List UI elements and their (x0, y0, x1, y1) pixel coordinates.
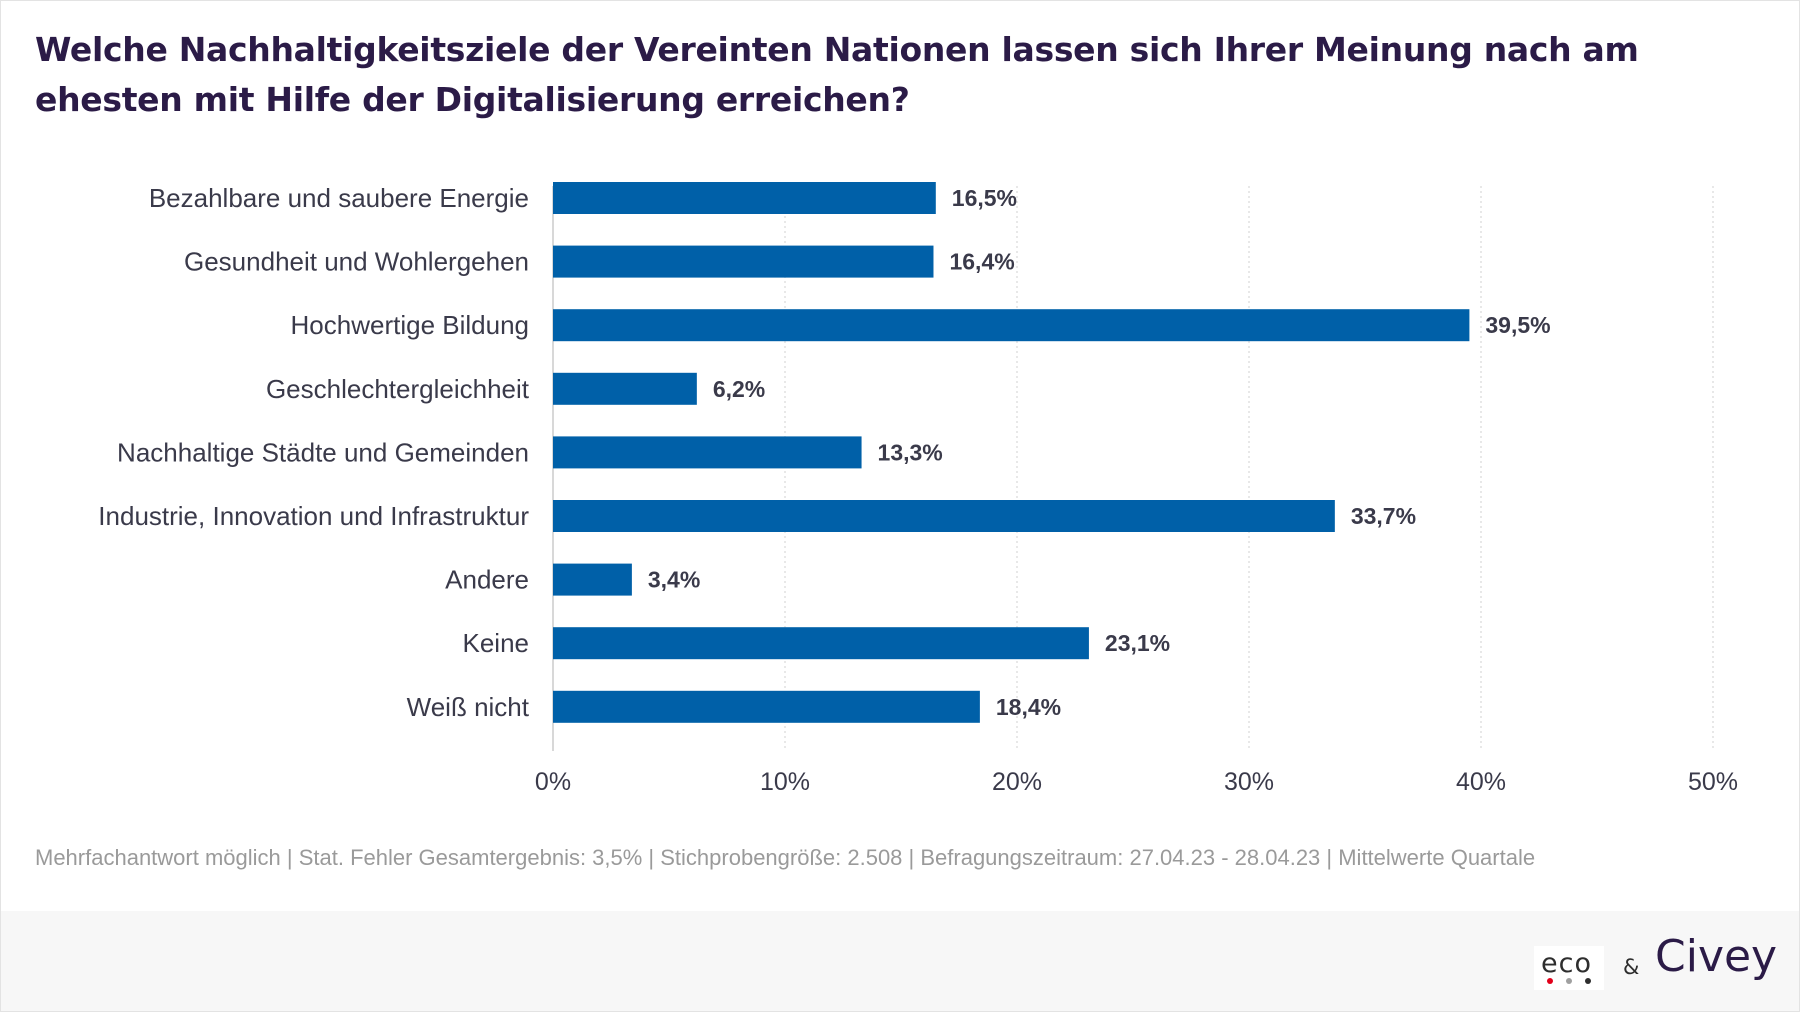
value-label: 18,4% (996, 694, 1061, 720)
category-label: Bezahlbare und saubere Energie (149, 183, 529, 213)
bar (553, 563, 632, 596)
eco-logo-dot-grey (1566, 978, 1572, 984)
x-tick-label: 30% (1224, 768, 1274, 796)
chart-footnote: Mehrfachantwort möglich | Stat. Fehler G… (35, 845, 1536, 870)
category-label: Nachhaltige Städte und Gemeinden (117, 437, 529, 467)
value-label: 16,5% (952, 185, 1017, 211)
bar (553, 245, 934, 278)
bar (553, 309, 1470, 342)
x-tick-label: 10% (760, 768, 810, 796)
x-tick-label: 0% (535, 768, 571, 796)
category-label: Keine (463, 628, 530, 658)
value-label: 13,3% (878, 439, 943, 465)
value-label: 39,5% (1485, 312, 1550, 338)
value-label: 23,1% (1105, 630, 1170, 656)
footer-band: eco & Civey (1, 911, 1799, 1011)
bar (553, 627, 1089, 660)
x-tick-label: 40% (1456, 768, 1506, 796)
labels-layer: 0% 10% 20% 30% 40% 50% Bezahlbare und saubere … (98, 183, 1738, 796)
category-label: Weiß nicht (407, 692, 530, 722)
x-tick-label: 20% (992, 768, 1042, 796)
logo-ampersand: & (1623, 955, 1640, 979)
bar (553, 372, 697, 405)
eco-logo-dot-red (1547, 978, 1553, 984)
category-label: Industrie, Innovation und Infrastruktur (98, 501, 529, 531)
value-label: 3,4% (648, 567, 700, 593)
category-label: Geschlechtergleichheit (266, 374, 530, 404)
bar (553, 436, 862, 469)
eco-logo-text: eco (1541, 948, 1592, 979)
bar-chart: 0% 10% 20% 30% 40% 50% Bezahlbare und saubere … (98, 182, 1738, 796)
bars-layer (553, 182, 1470, 723)
category-label: Andere (445, 565, 529, 595)
value-label: 16,4% (949, 249, 1014, 275)
eco-logo: eco (1534, 946, 1604, 990)
value-label: 33,7% (1351, 503, 1416, 529)
category-label: Gesundheit und Wohlergehen (184, 247, 529, 277)
x-tick-label: 50% (1688, 768, 1738, 796)
chart-title: Welche Nachhaltigkeitsziele der Vereinte… (35, 30, 1639, 119)
bar (553, 500, 1335, 532)
bar (553, 182, 936, 214)
bar (553, 690, 980, 723)
civey-logo: Civey (1655, 931, 1778, 982)
category-label: Hochwertige Bildung (291, 310, 529, 340)
value-label: 6,2% (713, 376, 765, 402)
eco-logo-dot-dark (1585, 978, 1591, 984)
